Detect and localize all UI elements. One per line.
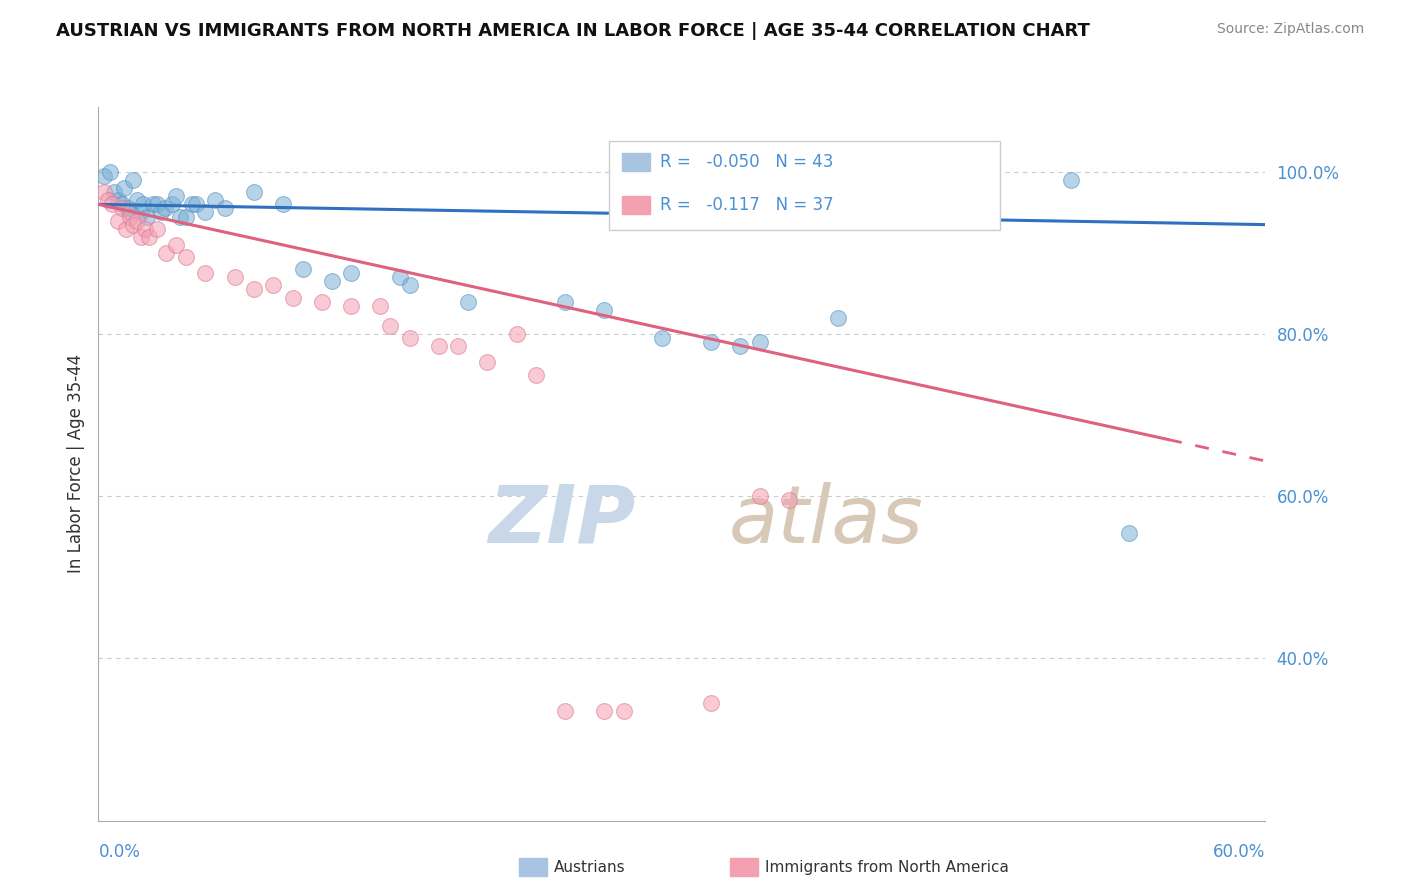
Point — [554, 704, 576, 718]
Point — [1118, 525, 1140, 540]
Point — [174, 250, 197, 264]
Text: R =   -0.050   N = 43: R = -0.050 N = 43 — [659, 153, 834, 171]
Point — [117, 202, 139, 216]
Point — [262, 278, 284, 293]
Point — [593, 302, 616, 317]
Point — [134, 221, 156, 235]
Point — [146, 197, 169, 211]
Text: 0.0%: 0.0% — [98, 843, 141, 861]
Point — [111, 197, 134, 211]
Point — [142, 197, 165, 211]
Y-axis label: In Labor Force | Age 35-44: In Labor Force | Age 35-44 — [66, 354, 84, 574]
Point — [111, 202, 134, 216]
Point — [243, 283, 266, 297]
Point — [146, 221, 169, 235]
Point — [340, 266, 363, 280]
Point — [730, 339, 752, 353]
Point — [778, 493, 800, 508]
Point — [593, 704, 616, 718]
Text: Immigrants from North America: Immigrants from North America — [765, 860, 1008, 874]
Point — [194, 266, 217, 280]
Point — [107, 194, 129, 208]
Point — [524, 368, 547, 382]
Point — [477, 355, 499, 369]
Point — [136, 210, 159, 224]
Point — [129, 205, 152, 219]
Text: AUSTRIAN VS IMMIGRANTS FROM NORTH AMERICA IN LABOR FORCE | AGE 35-44 CORRELATION: AUSTRIAN VS IMMIGRANTS FROM NORTH AMERIC… — [56, 22, 1090, 40]
Point — [378, 318, 402, 333]
Point — [122, 218, 145, 232]
Text: ZIP: ZIP — [488, 482, 636, 560]
Point — [93, 185, 115, 199]
Text: R =   -0.117   N = 37: R = -0.117 N = 37 — [659, 196, 834, 214]
Point — [224, 270, 246, 285]
Text: 60.0%: 60.0% — [1213, 843, 1265, 861]
Point — [214, 202, 236, 216]
Point — [162, 197, 184, 211]
Point — [180, 197, 202, 211]
Point — [398, 331, 420, 345]
Point — [505, 327, 527, 342]
Point — [118, 205, 141, 219]
Text: Source: ZipAtlas.com: Source: ZipAtlas.com — [1216, 22, 1364, 37]
Point — [101, 197, 124, 211]
Point — [194, 205, 217, 219]
Point — [127, 213, 149, 227]
Point — [204, 194, 226, 208]
Point — [311, 294, 333, 309]
Point — [700, 696, 723, 710]
Point — [457, 294, 479, 309]
Point — [281, 291, 304, 305]
Point — [427, 339, 450, 353]
Point — [165, 189, 187, 203]
Point — [827, 310, 849, 325]
Point — [447, 339, 470, 353]
Point — [153, 202, 176, 216]
Point — [127, 194, 149, 208]
Point — [98, 165, 121, 179]
Point — [554, 294, 576, 309]
Point — [114, 221, 136, 235]
Point — [184, 197, 207, 211]
Point — [107, 213, 129, 227]
Point — [93, 169, 115, 183]
Point — [748, 489, 770, 503]
Point — [291, 262, 314, 277]
Point — [165, 238, 187, 252]
Point — [118, 210, 141, 224]
Point — [149, 205, 172, 219]
Point — [271, 197, 294, 211]
Point — [169, 210, 191, 224]
Point — [243, 185, 266, 199]
Point — [398, 278, 420, 293]
Point — [370, 299, 392, 313]
Point — [321, 274, 343, 288]
Point — [1060, 173, 1083, 187]
Point — [388, 270, 411, 285]
Point — [122, 173, 145, 187]
Point — [138, 229, 160, 244]
Point — [129, 229, 152, 244]
Point — [748, 335, 770, 350]
Point — [651, 331, 673, 345]
Point — [112, 181, 135, 195]
Point — [132, 197, 155, 211]
Point — [612, 704, 634, 718]
Point — [700, 335, 723, 350]
Point — [174, 210, 197, 224]
Point — [155, 246, 177, 260]
Text: Austrians: Austrians — [554, 860, 626, 874]
Point — [97, 194, 120, 208]
Point — [340, 299, 363, 313]
Point — [103, 185, 125, 199]
Text: atlas: atlas — [728, 482, 924, 560]
